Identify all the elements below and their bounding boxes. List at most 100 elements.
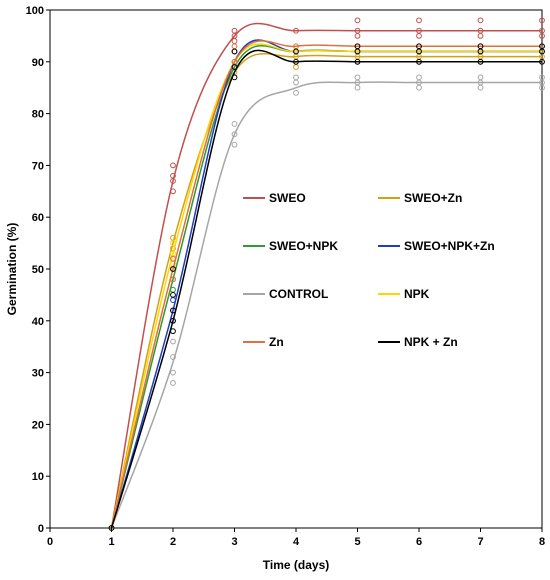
series-line bbox=[110, 43, 542, 529]
y-tick-label: 40 bbox=[32, 316, 44, 328]
data-point bbox=[477, 33, 484, 39]
data-point bbox=[354, 33, 361, 39]
data-point bbox=[231, 38, 238, 44]
legend-label: Zn bbox=[269, 335, 284, 349]
data-point bbox=[416, 17, 422, 24]
data-point bbox=[539, 27, 545, 34]
data-point bbox=[170, 292, 176, 298]
data-point bbox=[539, 43, 545, 50]
data-point bbox=[170, 286, 176, 293]
data-point bbox=[170, 297, 176, 303]
data-point bbox=[231, 131, 238, 138]
x-tick-label: 1 bbox=[108, 536, 114, 548]
data-point bbox=[477, 74, 484, 81]
data-point bbox=[231, 74, 238, 81]
data-point bbox=[354, 84, 361, 91]
data-point bbox=[231, 43, 238, 50]
series-line bbox=[110, 22, 542, 529]
y-tick-label: 0 bbox=[38, 523, 44, 535]
legend-label: SWEO bbox=[269, 191, 306, 205]
axes-layer: 0 10 20 30 40 50 60 70 80 90 100 0 1 2 3 4 5 6 7 8 bbox=[26, 5, 545, 548]
data-point bbox=[539, 17, 545, 24]
series-line bbox=[110, 39, 542, 529]
y-tick-label: 90 bbox=[32, 57, 44, 69]
data-point bbox=[477, 27, 484, 34]
data-point bbox=[170, 338, 176, 345]
series-line bbox=[110, 52, 542, 529]
data-point bbox=[416, 33, 422, 39]
y-tick-label: 100 bbox=[26, 5, 44, 17]
y-tick-label: 10 bbox=[32, 471, 44, 483]
legend-label: CONTROL bbox=[269, 287, 328, 301]
series-7 bbox=[108, 43, 545, 531]
data-point bbox=[231, 27, 238, 34]
data-point bbox=[354, 27, 361, 34]
data-point bbox=[354, 74, 361, 81]
data-point bbox=[293, 89, 299, 96]
data-point bbox=[231, 121, 238, 127]
data-point bbox=[170, 369, 176, 376]
x-tick-label: 3 bbox=[231, 536, 237, 548]
data-point bbox=[416, 84, 422, 91]
y-tick-label: 30 bbox=[32, 368, 44, 380]
series-line bbox=[110, 49, 542, 529]
series-line bbox=[110, 40, 542, 529]
legend-label: NPK + Zn bbox=[404, 335, 458, 349]
data-point bbox=[293, 48, 299, 55]
data-point bbox=[293, 64, 299, 70]
data-point bbox=[170, 380, 176, 386]
series-layer bbox=[108, 17, 545, 531]
y-tick-label: 60 bbox=[32, 212, 44, 224]
data-point bbox=[354, 17, 361, 24]
data-point bbox=[354, 43, 361, 50]
data-point bbox=[293, 27, 299, 34]
x-tick-label: 2 bbox=[170, 536, 176, 548]
y-tick-label: 80 bbox=[32, 109, 44, 121]
data-point bbox=[354, 58, 361, 65]
legend-label: SWEO+NPK bbox=[269, 239, 338, 253]
data-point bbox=[170, 240, 176, 247]
data-point bbox=[170, 162, 176, 169]
data-point bbox=[231, 64, 238, 70]
data-point bbox=[416, 74, 422, 81]
y-tick-label: 50 bbox=[32, 264, 44, 276]
data-point bbox=[170, 255, 176, 262]
data-point bbox=[539, 58, 545, 65]
y-axis-title: Germination (%) bbox=[5, 223, 19, 316]
data-point bbox=[293, 79, 299, 86]
y-tick-label: 70 bbox=[32, 160, 44, 172]
data-point bbox=[170, 172, 176, 179]
x-tick-label: 7 bbox=[477, 536, 483, 548]
data-point bbox=[416, 43, 422, 50]
data-point bbox=[539, 74, 545, 81]
x-tick-label: 5 bbox=[354, 536, 360, 548]
series-0 bbox=[108, 17, 545, 531]
y-tick-label: 20 bbox=[32, 419, 44, 431]
legend: SWEO SWEO+Zn SWEO+NPK SWEO+NPK+Zn CONTROL NPK… bbox=[243, 191, 495, 349]
data-point bbox=[170, 266, 176, 272]
data-point bbox=[416, 27, 422, 34]
data-point bbox=[477, 17, 484, 24]
data-point bbox=[170, 307, 176, 314]
data-point bbox=[170, 354, 176, 360]
data-point bbox=[477, 58, 484, 65]
series-6 bbox=[108, 40, 545, 531]
series-line bbox=[110, 81, 542, 529]
legend-label: SWEO+NPK+Zn bbox=[404, 239, 495, 253]
data-point bbox=[293, 58, 299, 65]
legend-label: NPK bbox=[404, 287, 430, 301]
series-3 bbox=[108, 39, 545, 531]
data-point bbox=[416, 58, 422, 65]
x-tick-label: 6 bbox=[416, 536, 422, 548]
x-tick-label: 4 bbox=[293, 536, 300, 548]
data-point bbox=[170, 328, 176, 335]
x-axis-title: Time (days) bbox=[263, 558, 329, 572]
x-tick-label: 0 bbox=[47, 536, 53, 548]
legend-label: SWEO+Zn bbox=[404, 191, 462, 205]
data-point bbox=[477, 84, 484, 91]
data-point bbox=[170, 317, 176, 324]
data-point bbox=[231, 48, 238, 55]
data-point bbox=[170, 188, 176, 195]
data-point bbox=[293, 74, 299, 81]
